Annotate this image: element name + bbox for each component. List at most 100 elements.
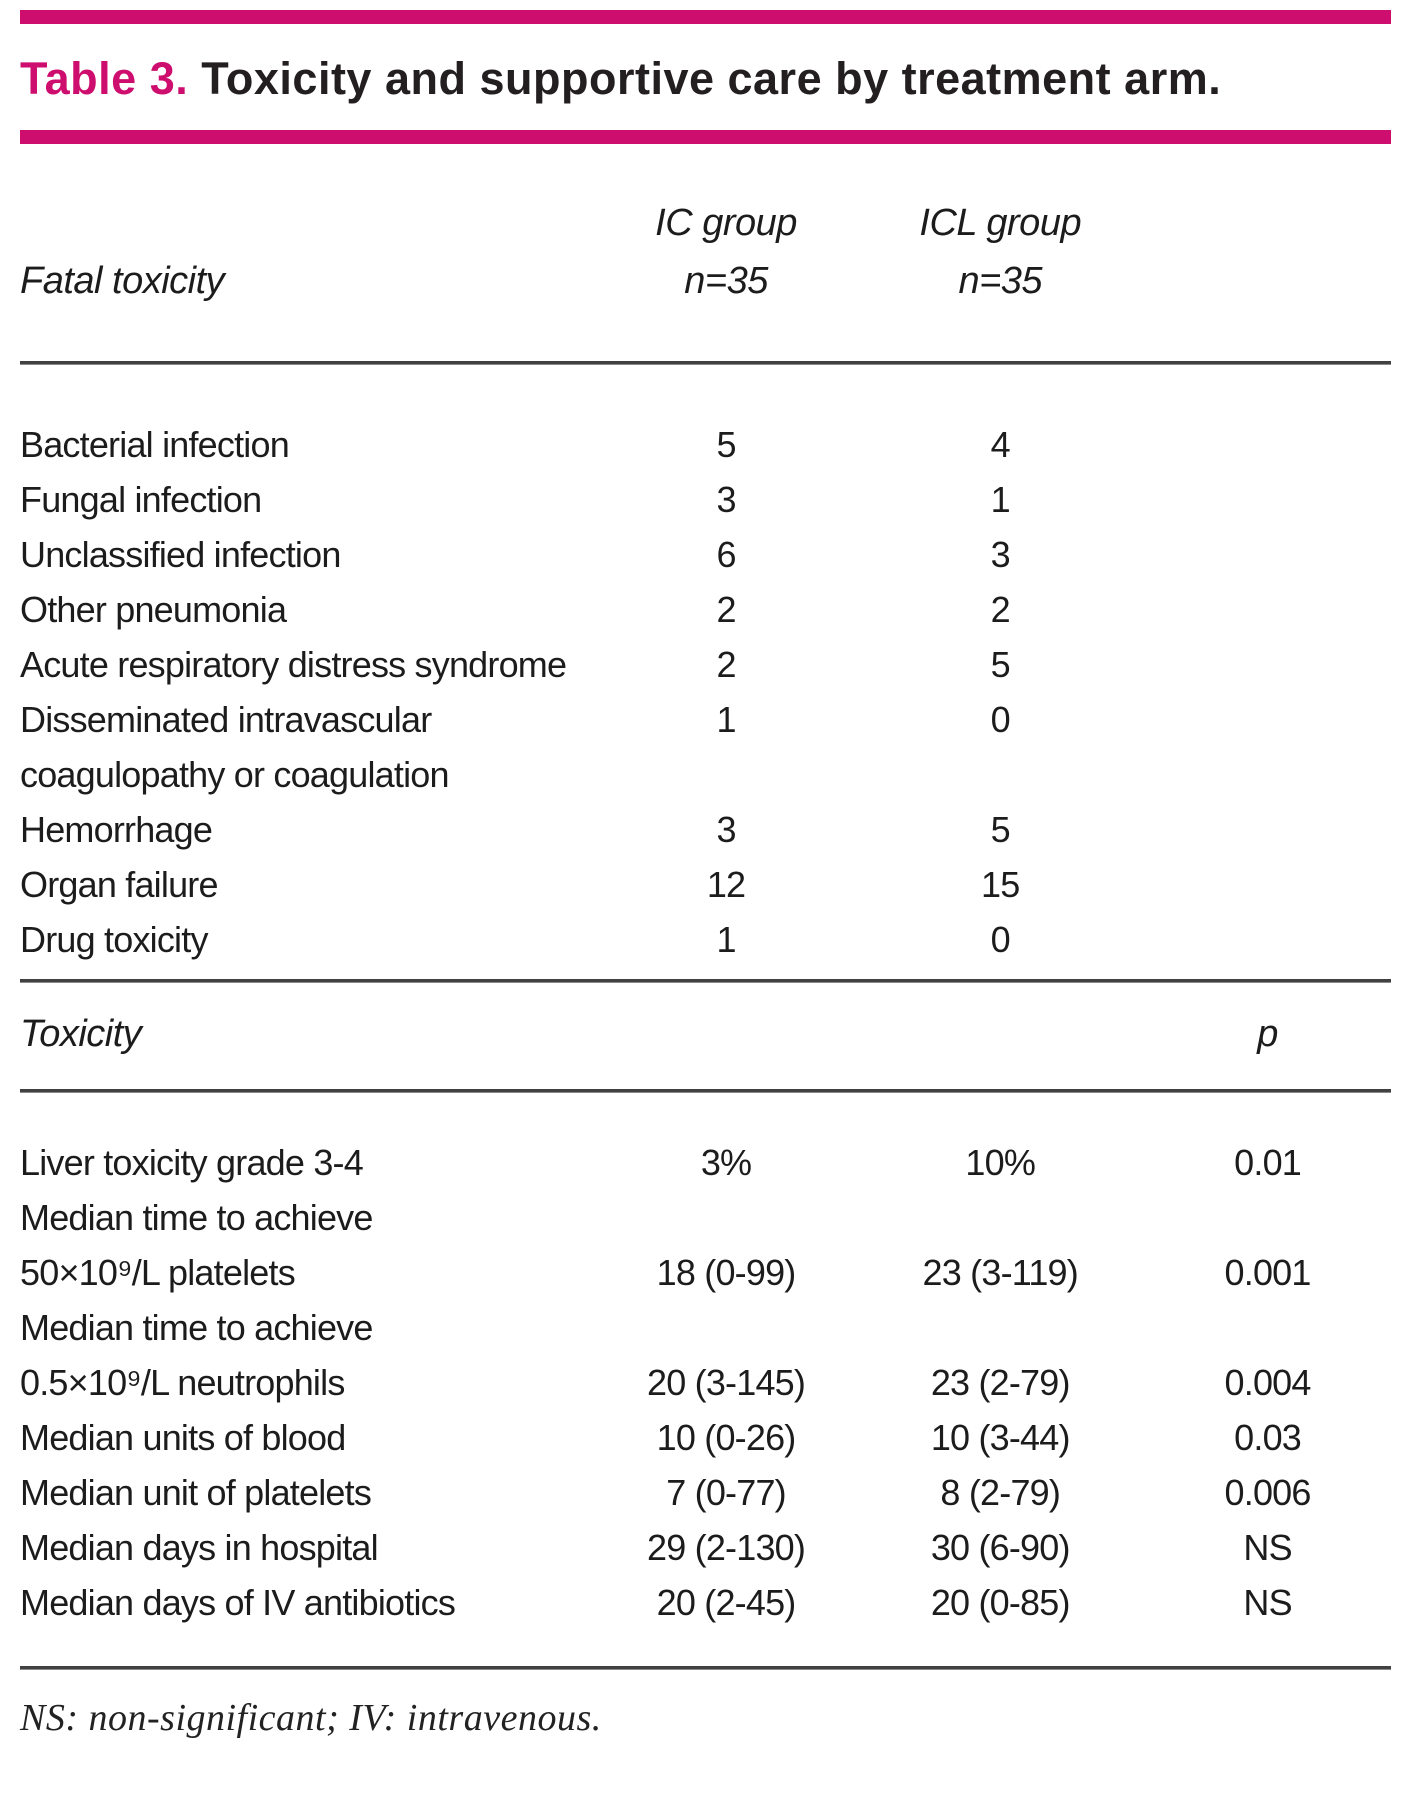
- fatal-toxicity-section-label: Fatal toxicity: [20, 260, 225, 303]
- table-row: Hemorrhage 3 5: [20, 802, 1391, 857]
- p-column-header: p: [1257, 1012, 1278, 1055]
- row-label: Median days in hospital: [20, 1526, 379, 1568]
- row-label: Drug toxicity: [20, 918, 208, 960]
- table-row: Median unit of platelets 7 (0-77) 8 (2-7…: [20, 1465, 1391, 1520]
- table-row: Bacterial infection 5 4: [20, 417, 1391, 472]
- row-label: Median time to achieve: [20, 1306, 373, 1348]
- fatal-toxicity-header-row: Fatal toxicity IC group n=35 ICL group n…: [20, 194, 1391, 312]
- ic-value: 2: [716, 643, 736, 685]
- table-row: Median units of blood 10 (0-26) 10 (3-44…: [20, 1410, 1391, 1465]
- ic-value: 1: [716, 698, 736, 740]
- table-row: Organ failure 12 15: [20, 857, 1391, 912]
- icl-value: 0: [990, 918, 1011, 960]
- p-value: 0.004: [1224, 1361, 1312, 1403]
- table-row: Drug toxicity 1 0: [20, 912, 1391, 967]
- row-label: Organ failure: [20, 863, 219, 905]
- ic-value: 12: [706, 863, 746, 905]
- row-label: Hemorrhage: [20, 808, 213, 850]
- ic-value: 20 (2-45): [656, 1581, 797, 1623]
- row-label: 50×10⁹/L platelets: [20, 1251, 296, 1293]
- icl-value: 2: [990, 588, 1011, 630]
- row-label: Bacterial infection: [20, 423, 290, 465]
- ic-value: 2: [716, 588, 736, 630]
- table-row: Disseminated intravascular 1 0: [20, 692, 1391, 747]
- row-label: Median time to achieve: [20, 1196, 373, 1238]
- row-label: Fungal infection: [20, 478, 262, 520]
- icl-value: 10 (3-44): [930, 1416, 1071, 1458]
- row-label: Liver toxicity grade 3-4: [20, 1141, 364, 1183]
- ic-value: 3: [716, 808, 736, 850]
- table-row: Median days in hospital 29 (2-130) 30 (6…: [20, 1520, 1391, 1575]
- icl-group-name: ICL group: [919, 201, 1082, 244]
- icl-value: 15: [981, 863, 1020, 905]
- icl-value: 30 (6-90): [930, 1526, 1071, 1568]
- icl-value: 10%: [965, 1141, 1036, 1183]
- header-divider-rule: [20, 361, 1391, 366]
- icl-value: 5: [990, 808, 1011, 850]
- toxicity-section-label: Toxicity: [20, 1012, 142, 1055]
- ic-value: 5: [716, 423, 736, 465]
- table-row: 0.5×10⁹/L neutrophils 20 (3-145) 23 (2-7…: [20, 1355, 1391, 1410]
- icl-value: 1: [990, 478, 1011, 520]
- table-row: Median days of IV antibiotics 20 (2-45) …: [20, 1575, 1391, 1630]
- row-label: Unclassified infection: [20, 533, 341, 575]
- table-row: coagulopathy or coagulation: [20, 747, 1391, 802]
- ic-value: 29 (2-130): [647, 1526, 806, 1568]
- icl-value: 20 (0-85): [930, 1581, 1071, 1623]
- ic-group-n: n=35: [684, 260, 768, 303]
- p-value: NS: [1243, 1526, 1292, 1568]
- table-row: Unclassified infection 6 3: [20, 527, 1391, 582]
- p-value: 0.001: [1224, 1251, 1312, 1293]
- table-footnote: NS: non-significant; IV: intravenous.: [20, 1697, 602, 1740]
- icl-value: 0: [990, 698, 1011, 740]
- ic-value: 3: [716, 478, 736, 520]
- p-value: 0.03: [1234, 1416, 1302, 1458]
- icl-value: 3: [990, 533, 1011, 575]
- icl-value: 8 (2-79): [940, 1471, 1061, 1513]
- table-title: Table 3. Toxicity and supportive care by…: [20, 54, 1391, 104]
- row-label: 0.5×10⁹/L neutrophils: [20, 1361, 345, 1403]
- row-label: Disseminated intravascular: [20, 698, 432, 740]
- title-accent-rule: [20, 129, 1391, 144]
- top-accent-rule: [20, 10, 1391, 24]
- toxicity-rows: Liver toxicity grade 3-4 3% 10% 0.01 Med…: [20, 1135, 1391, 1630]
- row-label: coagulopathy or coagulation: [20, 753, 450, 795]
- section-divider-rule-bottom: [20, 1089, 1391, 1094]
- ic-value: 10 (0-26): [656, 1416, 797, 1458]
- p-value: 0.01: [1234, 1141, 1302, 1183]
- footer-divider-rule: [20, 1666, 1391, 1671]
- ic-value: 20 (3-145): [647, 1361, 806, 1403]
- row-label: Other pneumonia: [20, 588, 287, 630]
- table-number-label: Table 3.: [20, 53, 189, 104]
- ic-value: 6: [716, 533, 736, 575]
- table-row: Median time to achieve: [20, 1190, 1391, 1245]
- table-row: Other pneumonia 2 2: [20, 582, 1391, 637]
- table-row: Median time to achieve: [20, 1300, 1391, 1355]
- icl-group-column-header: ICL group n=35: [856, 194, 1144, 312]
- row-label: Median unit of platelets: [20, 1471, 372, 1513]
- icl-value: 5: [990, 643, 1011, 685]
- table-title-text: Toxicity and supportive care by treatmen…: [201, 53, 1222, 104]
- table-row: Acute respiratory distress syndrome 2 5: [20, 637, 1391, 692]
- table-row: 50×10⁹/L platelets 18 (0-99) 23 (3-119) …: [20, 1245, 1391, 1300]
- table-row: Liver toxicity grade 3-4 3% 10% 0.01: [20, 1135, 1391, 1190]
- row-label: Median days of IV antibiotics: [20, 1581, 456, 1623]
- ic-value: 1: [716, 918, 736, 960]
- p-value: NS: [1243, 1581, 1292, 1623]
- icl-value: 4: [990, 423, 1011, 465]
- fatal-toxicity-rows: Bacterial infection 5 4 Fungal infection…: [20, 417, 1391, 967]
- ic-value: 18 (0-99): [656, 1251, 797, 1293]
- section-divider-rule-top: [20, 979, 1391, 984]
- icl-value: 23 (3-119): [922, 1251, 1079, 1293]
- row-label: Acute respiratory distress syndrome: [20, 643, 567, 685]
- toxicity-table: Fatal toxicity IC group n=35 ICL group n…: [20, 194, 1391, 1671]
- p-value: 0.006: [1224, 1471, 1312, 1513]
- icl-value: 23 (2-79): [930, 1361, 1071, 1403]
- ic-value: 7 (0-77): [666, 1471, 786, 1513]
- toxicity-header-row: Toxicity p: [20, 1005, 1391, 1063]
- icl-group-n: n=35: [958, 260, 1043, 303]
- table-row: Fungal infection 3 1: [20, 472, 1391, 527]
- row-label: Median units of blood: [20, 1416, 346, 1458]
- ic-value: 3%: [700, 1141, 752, 1183]
